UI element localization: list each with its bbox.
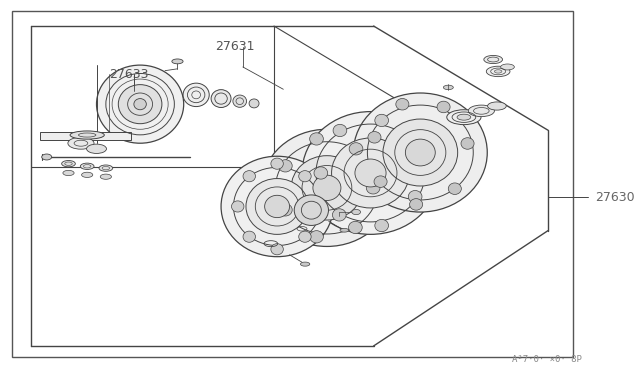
Ellipse shape (271, 158, 284, 169)
Ellipse shape (61, 161, 76, 167)
Ellipse shape (366, 182, 380, 194)
Ellipse shape (468, 105, 495, 117)
Ellipse shape (444, 85, 453, 90)
Ellipse shape (278, 160, 292, 172)
Ellipse shape (375, 114, 388, 126)
Ellipse shape (232, 201, 244, 212)
Ellipse shape (233, 95, 246, 107)
Text: 27633: 27633 (109, 68, 148, 81)
Ellipse shape (488, 102, 506, 110)
Ellipse shape (262, 129, 392, 247)
Ellipse shape (332, 138, 410, 208)
Ellipse shape (310, 231, 323, 243)
Ellipse shape (448, 183, 461, 195)
Ellipse shape (265, 195, 289, 218)
Ellipse shape (408, 190, 422, 203)
Ellipse shape (349, 143, 363, 155)
Ellipse shape (172, 59, 183, 64)
Ellipse shape (249, 99, 259, 108)
Ellipse shape (353, 93, 487, 212)
Ellipse shape (409, 144, 422, 156)
Ellipse shape (243, 171, 255, 182)
Ellipse shape (97, 65, 184, 143)
Ellipse shape (243, 231, 255, 242)
Ellipse shape (383, 119, 458, 186)
Ellipse shape (63, 170, 74, 176)
Ellipse shape (302, 112, 439, 234)
Ellipse shape (81, 172, 93, 177)
Ellipse shape (42, 154, 52, 160)
Ellipse shape (457, 114, 471, 120)
Polygon shape (40, 132, 131, 140)
Ellipse shape (221, 156, 333, 257)
Text: A²7·0· ×0· 8P: A²7·0· ×0· 8P (513, 355, 582, 364)
Ellipse shape (396, 99, 409, 110)
Ellipse shape (310, 133, 323, 145)
Ellipse shape (410, 199, 422, 210)
Ellipse shape (310, 201, 323, 212)
Ellipse shape (486, 66, 510, 77)
Ellipse shape (81, 163, 94, 170)
Ellipse shape (183, 83, 209, 107)
Ellipse shape (134, 99, 147, 110)
Ellipse shape (349, 221, 362, 234)
Ellipse shape (340, 228, 349, 232)
Ellipse shape (375, 219, 388, 232)
Ellipse shape (299, 231, 311, 242)
Ellipse shape (99, 165, 113, 171)
Ellipse shape (300, 262, 310, 266)
Ellipse shape (86, 144, 106, 154)
Ellipse shape (333, 124, 347, 137)
Text: 27631: 27631 (215, 40, 254, 53)
Ellipse shape (314, 167, 328, 179)
Ellipse shape (352, 209, 360, 215)
Ellipse shape (405, 139, 435, 166)
Ellipse shape (299, 171, 311, 182)
Ellipse shape (437, 101, 450, 113)
Ellipse shape (484, 55, 502, 64)
Ellipse shape (278, 204, 292, 216)
Ellipse shape (374, 176, 387, 187)
Ellipse shape (495, 70, 502, 73)
Ellipse shape (271, 244, 284, 255)
Ellipse shape (70, 131, 104, 139)
Ellipse shape (461, 138, 474, 149)
Text: 27630: 27630 (595, 191, 634, 203)
Ellipse shape (246, 179, 308, 234)
Ellipse shape (447, 110, 481, 125)
Ellipse shape (368, 132, 381, 143)
Ellipse shape (291, 156, 363, 220)
Ellipse shape (211, 90, 231, 108)
Ellipse shape (500, 64, 515, 70)
Ellipse shape (294, 195, 328, 225)
Ellipse shape (118, 85, 162, 124)
Ellipse shape (100, 174, 111, 179)
Ellipse shape (355, 159, 386, 187)
Ellipse shape (68, 137, 94, 149)
Ellipse shape (313, 175, 341, 201)
Ellipse shape (332, 209, 346, 221)
